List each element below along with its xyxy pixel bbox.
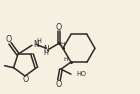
- Text: O: O: [23, 75, 29, 84]
- Text: N: N: [33, 40, 39, 49]
- Text: O: O: [56, 80, 62, 89]
- Text: H: H: [64, 57, 68, 62]
- Text: H: H: [43, 50, 48, 56]
- Text: H: H: [36, 38, 41, 44]
- Text: O: O: [56, 23, 62, 32]
- Text: O: O: [6, 35, 12, 44]
- Text: HO: HO: [76, 71, 86, 77]
- Text: N: N: [43, 45, 49, 54]
- Text: H: H: [61, 42, 65, 47]
